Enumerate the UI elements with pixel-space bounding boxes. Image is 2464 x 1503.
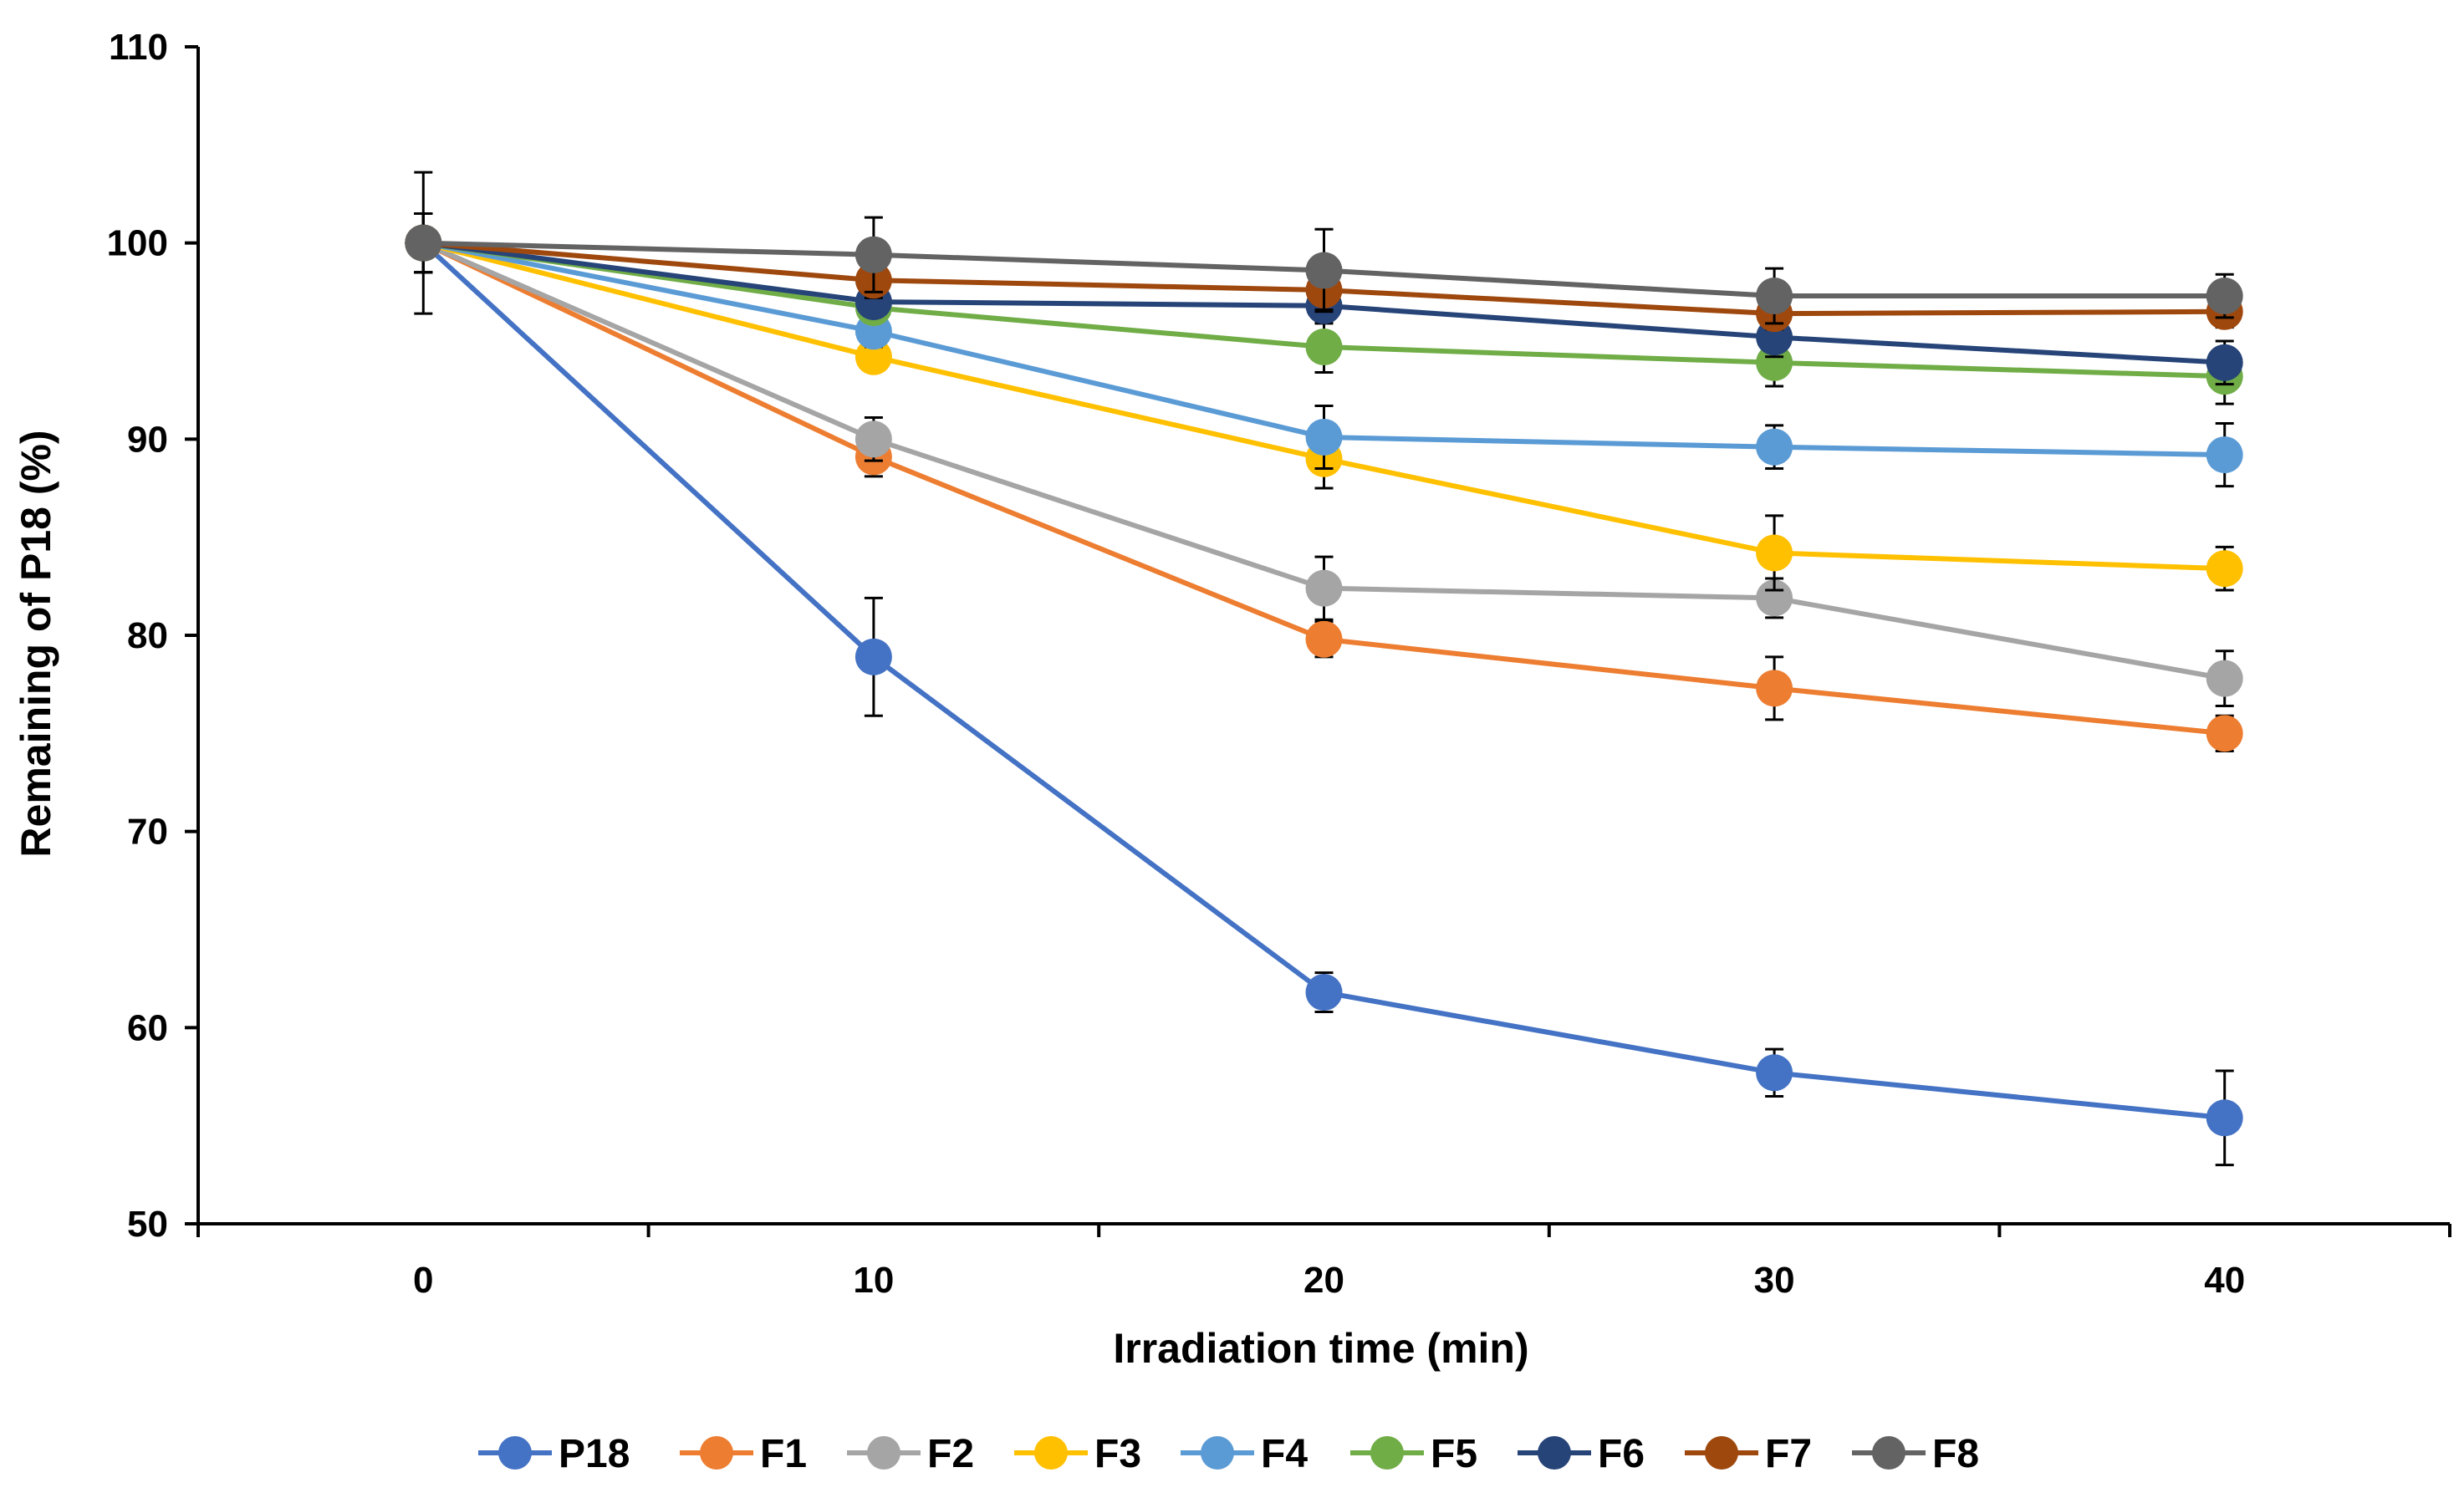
legend-label: F7 (1765, 1432, 1812, 1476)
legend-marker (1370, 1436, 1404, 1470)
y-tick-label: 110 (109, 27, 168, 68)
data-point (2206, 660, 2243, 697)
axes: 50 60 70 80 90 100 110 0 10 20 30 40 (107, 27, 2451, 1301)
legend-marker (1872, 1436, 1905, 1470)
x-tick-label: 0 (413, 1260, 433, 1301)
x-tick-label: 40 (2204, 1260, 2245, 1301)
legend-label: F3 (1094, 1432, 1141, 1476)
data-point (2206, 278, 2243, 315)
legend-item-f2: F2 (847, 1432, 974, 1476)
data-point (405, 224, 442, 262)
data-point (854, 236, 892, 273)
legend-marker (867, 1436, 900, 1470)
legend-item-f4: F4 (1181, 1432, 1308, 1476)
legend-item-p18: P18 (478, 1432, 630, 1476)
legend-marker (1705, 1436, 1738, 1470)
data-point (2206, 715, 2243, 752)
data-point (1756, 278, 1793, 315)
legend-label: P18 (559, 1432, 630, 1476)
x-tick-label: 20 (1303, 1260, 1344, 1301)
data-point (854, 420, 892, 458)
y-tick-label: 60 (127, 1007, 168, 1048)
legend-item-f1: F1 (680, 1432, 807, 1476)
legend-label: F1 (760, 1432, 807, 1476)
y-tick-label: 80 (127, 615, 168, 656)
legend-marker (498, 1436, 532, 1470)
y-tick-label: 90 (127, 419, 168, 460)
x-tick-label: 30 (1754, 1260, 1795, 1301)
legend-marker (700, 1436, 733, 1470)
legend-marker (1538, 1436, 1571, 1470)
data-point (1756, 344, 1793, 381)
data-point (1305, 620, 1343, 658)
legend-item-f5: F5 (1350, 1432, 1477, 1476)
data-point (854, 638, 892, 675)
legend-item-f8: F8 (1852, 1432, 1979, 1476)
series-layer (405, 171, 2243, 1167)
legend-label: F5 (1431, 1432, 1477, 1476)
legend-label: F8 (1932, 1432, 1979, 1476)
legend-label: F2 (927, 1432, 974, 1476)
series-f2 (405, 211, 2243, 707)
series-f8 (405, 211, 2243, 325)
data-point (1305, 569, 1343, 607)
data-point (1756, 670, 1793, 707)
data-point (2206, 550, 2243, 588)
y-tick-label: 100 (107, 223, 168, 264)
legend: P18 F1 F2 F3 F4 F5 F6 F7 F8 (478, 1432, 1979, 1476)
data-point (1756, 428, 1793, 466)
data-point (1756, 534, 1793, 572)
y-tick-label: 70 (127, 812, 168, 853)
legend-marker (1201, 1436, 1234, 1470)
legend-item-f6: F6 (1518, 1432, 1645, 1476)
legend-item-f7: F7 (1685, 1432, 1812, 1476)
x-tick-label: 10 (853, 1260, 894, 1301)
data-point (2206, 1099, 2243, 1137)
data-point (1756, 1054, 1793, 1092)
series-f4 (405, 211, 2243, 488)
data-point (1305, 418, 1343, 456)
data-point (1305, 329, 1343, 366)
legend-label: F6 (1598, 1432, 1645, 1476)
data-point (2206, 436, 2243, 474)
data-point (1305, 252, 1343, 289)
series-p18 (405, 171, 2243, 1167)
y-axis-title: Remaining of P18 (%) (13, 430, 59, 857)
x-axis-title: Irradiation time (min) (1113, 1325, 1528, 1372)
y-tick-label: 50 (127, 1204, 168, 1245)
legend-marker (1034, 1436, 1068, 1470)
data-point (1756, 579, 1793, 617)
data-point (2206, 344, 2243, 381)
data-point (1305, 974, 1343, 1011)
legend-label: F4 (1261, 1432, 1308, 1476)
legend-item-f3: F3 (1014, 1432, 1141, 1476)
